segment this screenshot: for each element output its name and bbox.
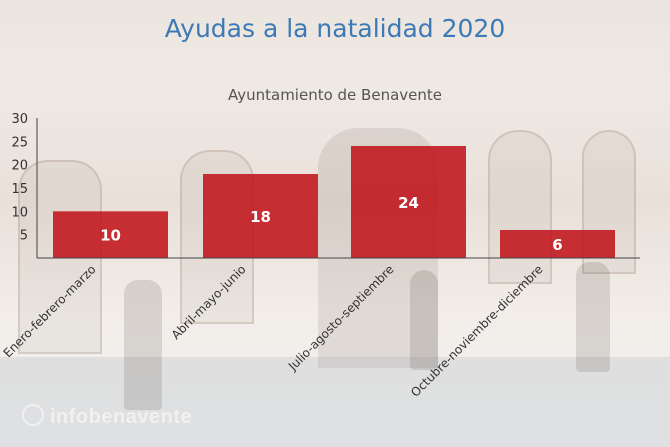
watermark: infobenavente bbox=[22, 404, 192, 429]
background-person bbox=[124, 280, 162, 410]
data-label: 10 bbox=[100, 227, 121, 245]
bar bbox=[53, 211, 168, 258]
y-tick-label: 15 bbox=[11, 182, 28, 197]
y-tick-label: 5 bbox=[20, 229, 28, 244]
data-label: 18 bbox=[250, 208, 271, 226]
data-label: 6 bbox=[552, 236, 562, 254]
x-tick-label: Julio-agosto-septiembre bbox=[285, 262, 397, 374]
data-labels: 10 18 24 6 bbox=[100, 194, 563, 254]
bar bbox=[351, 146, 466, 258]
x-tick-label: Enero-febrero-marzo bbox=[1, 262, 99, 360]
y-tick-labels: 5 10 15 20 25 30 bbox=[11, 112, 28, 244]
x-tick-labels: Enero-febrero-marzo Abril-mayo-junio Julio… bbox=[1, 262, 546, 399]
y-tick-label: 25 bbox=[11, 135, 28, 150]
bar bbox=[203, 174, 318, 258]
y-tick-label: 10 bbox=[11, 205, 28, 220]
bar bbox=[500, 230, 615, 258]
watermark-logo-icon bbox=[22, 404, 44, 426]
x-tick-label: Abril-mayo-junio bbox=[169, 262, 249, 342]
background-street bbox=[0, 357, 670, 447]
watermark-text: infobenavente bbox=[50, 406, 193, 428]
chart-subtitle: Ayuntamiento de Benavente bbox=[227, 86, 442, 104]
bars bbox=[53, 146, 615, 258]
chart-title: Ayudas a la natalidad 2020 bbox=[164, 14, 506, 43]
background-person bbox=[410, 270, 438, 370]
y-tick-label: 20 bbox=[11, 159, 28, 174]
background-person bbox=[576, 262, 610, 372]
data-label: 24 bbox=[398, 194, 419, 212]
y-tick-label: 30 bbox=[11, 112, 28, 127]
x-tick-label: Octubre-noviembre-diciembre bbox=[408, 262, 545, 399]
